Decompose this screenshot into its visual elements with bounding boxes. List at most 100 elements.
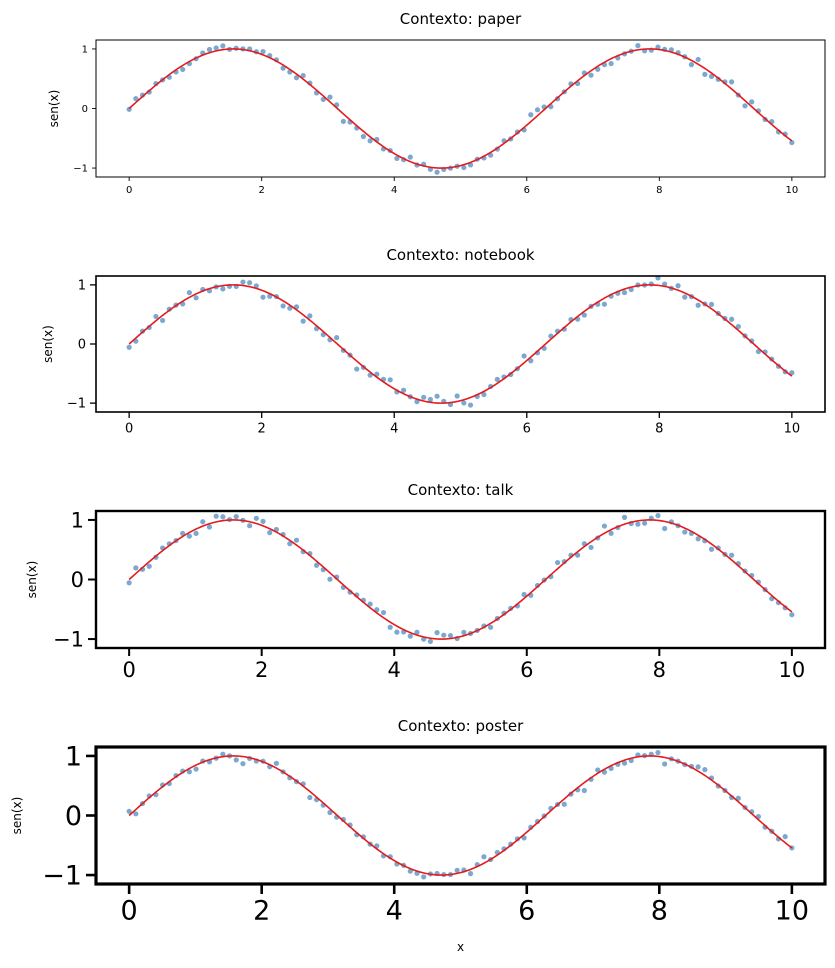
scatter-point [414, 629, 420, 635]
scatter-point [608, 60, 614, 67]
scatter-point [421, 874, 427, 880]
scatter-point [407, 633, 413, 639]
scatter-point [749, 99, 755, 105]
sine-curve [128, 48, 793, 169]
scatter-point [635, 43, 641, 49]
scatter-point [193, 766, 199, 772]
x-tick-label: 0 [126, 185, 132, 196]
scatter-point [461, 400, 467, 406]
scatter-point [253, 515, 259, 521]
scatter-point [387, 377, 393, 383]
scatter-point [293, 537, 300, 543]
scatter-point [146, 89, 152, 95]
scatter-point [327, 94, 333, 100]
scatter-point [367, 601, 373, 607]
scatter-point [601, 523, 608, 529]
scatter-point [213, 45, 219, 51]
scatter-point [233, 757, 239, 763]
scatter-point [273, 760, 280, 766]
scatter-point [682, 294, 688, 300]
scatter-point [467, 402, 474, 408]
x-tick-label: 2 [253, 896, 270, 927]
x-tick-label: 8 [651, 896, 668, 927]
scatter-point [662, 761, 668, 767]
axes-frame [94, 509, 827, 650]
x-tick-label: 6 [520, 658, 533, 682]
x-axis-label: x [457, 940, 464, 954]
x-tick-label: 4 [390, 421, 398, 436]
scatter-point [729, 552, 735, 558]
y-axis-label: sen(x) [25, 561, 39, 599]
scatter-point [708, 301, 715, 307]
scatter-point [467, 871, 474, 877]
y-axis-label: sen(x) [10, 797, 24, 835]
scatter-point [695, 56, 701, 63]
sine-curve [128, 755, 793, 876]
scatter-point [434, 393, 440, 399]
scatter-point [180, 66, 186, 73]
scatter-point [461, 629, 467, 635]
scatter-point [240, 279, 246, 285]
x-tick-label: 6 [518, 896, 535, 927]
y-tick-label: 1 [65, 741, 82, 772]
scatter-point [153, 313, 159, 320]
scatter-point [648, 281, 654, 287]
scatter-point [186, 769, 192, 775]
y-tick-label: −1 [42, 861, 82, 892]
scatter-point [695, 764, 701, 770]
scatter-point [621, 514, 628, 520]
x-tick-label: 4 [388, 658, 401, 682]
scatter-point [662, 525, 668, 532]
scatter-point [655, 512, 661, 519]
scatter-point [193, 295, 199, 301]
scatter-point [675, 283, 681, 289]
scatter-point [534, 107, 541, 113]
scatter-point [247, 280, 253, 286]
scatter-point [267, 530, 273, 536]
scatter-point [641, 520, 648, 526]
scatter-point [307, 313, 313, 319]
scatter-point [300, 318, 306, 324]
x-tick-label: 0 [125, 421, 133, 436]
scatter-point [280, 303, 286, 309]
y-axis-label: sen(x) [41, 325, 55, 363]
scatter-point [126, 344, 132, 350]
scatter-point [347, 589, 353, 595]
scatter-point [561, 559, 567, 565]
x-tick-label: 8 [656, 185, 662, 196]
scatter-point [287, 541, 293, 547]
scatter-point [260, 48, 266, 55]
scatter-point [441, 632, 447, 638]
x-tick-label: 4 [386, 896, 403, 927]
x-tick-label: 0 [121, 896, 138, 927]
scatter-point [695, 536, 701, 542]
scatter-point [280, 65, 286, 71]
x-tick-label: 6 [524, 185, 530, 196]
sine-curve [128, 519, 793, 640]
scatter-point [601, 301, 608, 307]
scatter-point [233, 514, 239, 520]
scatter-point [327, 809, 333, 816]
scatter-point [186, 533, 192, 539]
scatter-point [340, 816, 346, 823]
scatter-point [334, 335, 340, 341]
scatter-point [247, 523, 253, 529]
y-tick-label: 1 [71, 508, 84, 532]
scatter-point [789, 370, 795, 376]
scatter-point [160, 317, 166, 324]
scatter-point [595, 767, 601, 773]
scatter-point [635, 521, 641, 527]
x-tick-label: 8 [653, 658, 666, 682]
scatter-point [300, 72, 306, 79]
y-tick-label: 0 [65, 801, 82, 832]
scatter-point [454, 867, 460, 873]
scatter-point [461, 164, 467, 171]
scatter-point [427, 396, 433, 403]
scatter-point [260, 294, 266, 300]
scatter-point [729, 316, 735, 322]
scatter-point [240, 761, 246, 767]
scatter-point [307, 794, 313, 801]
x-tick-label: 10 [775, 896, 809, 927]
sine-curve [128, 284, 793, 404]
y-tick-label: 1 [82, 44, 88, 55]
